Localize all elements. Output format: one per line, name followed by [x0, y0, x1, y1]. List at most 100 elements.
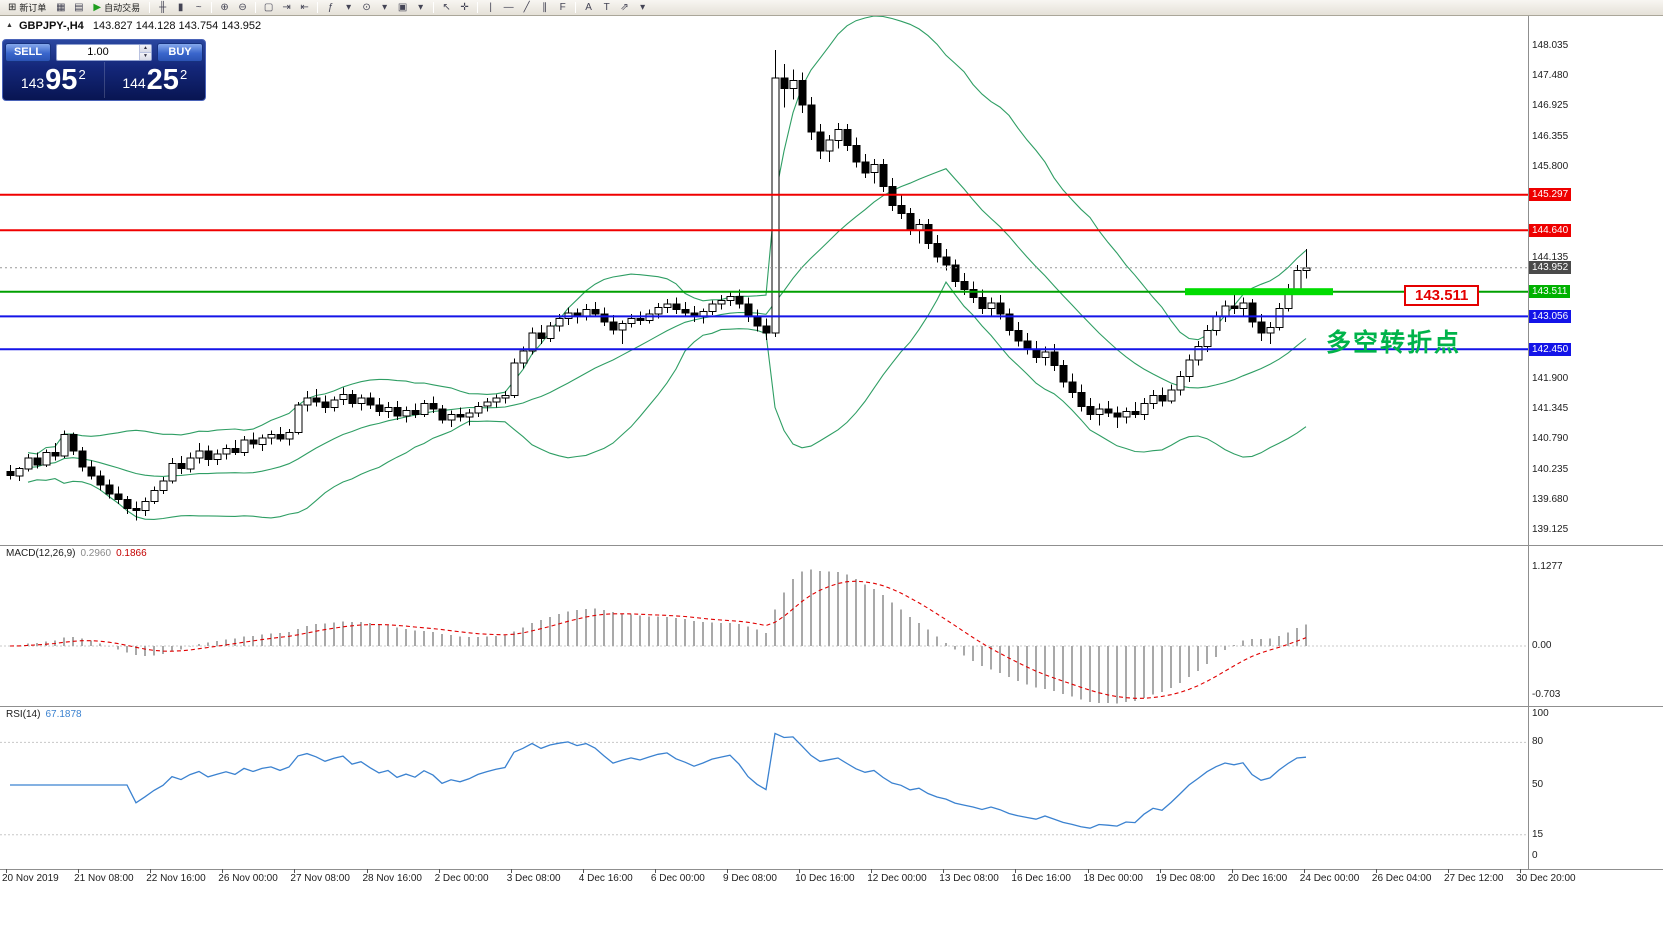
macd-panel[interactable] — [0, 546, 1663, 706]
data-window-icon[interactable]: ▤ — [70, 1, 87, 15]
horizontal-line-icon[interactable]: — — [500, 1, 517, 15]
label-icon[interactable]: T — [598, 1, 615, 15]
chart-collapse-icon[interactable]: ▲ — [6, 22, 13, 29]
macd-name: MACD(12,26,9) — [6, 548, 76, 559]
time-axis-label: 6 Dec 00:00 — [650, 873, 705, 884]
vertical-line-icon[interactable]: | — [482, 1, 499, 15]
tile-windows-icon: ▢ — [263, 1, 274, 13]
macd-signal-line — [9, 580, 1307, 699]
bar-chart-icon[interactable]: ╫ — [154, 1, 171, 15]
toolbar-separator — [255, 2, 257, 13]
time-axis-label: 19 Dec 08:00 — [1155, 873, 1216, 884]
time-axis-label: 26 Nov 00:00 — [218, 873, 278, 884]
line-chart-icon[interactable]: ~ — [190, 1, 207, 15]
periods-icon[interactable]: ⊙ — [358, 1, 375, 15]
rsi-panel[interactable] — [0, 707, 1663, 869]
bull-bear-turning-point-note[interactable]: 多空转折点 — [1326, 329, 1462, 357]
trendline-icon[interactable]: ╱ — [518, 1, 535, 15]
price-axis-label: 147.480 — [1532, 70, 1569, 82]
time-axis-tick — [582, 869, 584, 873]
panel-separator[interactable] — [0, 545, 1663, 546]
market-watch-icon: ▦ — [56, 1, 66, 13]
rsi-label: RSI(14) 67.1878 — [6, 709, 82, 720]
indicators-icon[interactable]: ƒ — [322, 1, 339, 15]
bar-chart-icon: ╫ — [159, 1, 167, 13]
candlestick-chart-icon[interactable]: ▮ — [172, 1, 189, 15]
price-axis-label: 144.135 — [1532, 251, 1569, 263]
volume-up-button[interactable]: ▲ — [140, 44, 151, 53]
rsi-axis-label: 0 — [1532, 850, 1538, 861]
buy-button[interactable]: BUY — [157, 42, 203, 62]
fibonacci-icon[interactable]: F — [554, 1, 571, 15]
price-axis-badge: 142.450 — [1529, 342, 1572, 356]
price-level-callout[interactable]: 143.511 — [1404, 285, 1480, 306]
time-axis-label: 20 Dec 16:00 — [1227, 873, 1288, 884]
rsi-axis-label: 100 — [1532, 708, 1549, 719]
time-axis-label: 2 Dec 00:00 — [434, 873, 489, 884]
market-watch-icon[interactable]: ▦ — [52, 1, 69, 15]
periods-dropdown-icon[interactable]: ▾ — [376, 1, 393, 15]
time-axis-tick — [78, 869, 80, 873]
price-axis-label: 141.345 — [1532, 403, 1569, 415]
rsi-value: 67.1878 — [45, 709, 82, 720]
vertical-line-icon: | — [489, 1, 492, 13]
price-axis-badge: 144.640 — [1529, 223, 1572, 237]
volume-value[interactable]: 1.00 — [87, 46, 109, 58]
time-axis-label: 18 Dec 00:00 — [1083, 873, 1144, 884]
tile-windows-icon[interactable]: ▢ — [260, 1, 277, 15]
arrows-dropdown-icon[interactable]: ▾ — [634, 1, 651, 15]
toolbar-separator — [317, 2, 319, 13]
toolbar-separator — [149, 2, 151, 13]
cursor-icon[interactable]: ↖ — [438, 1, 455, 15]
ohlc-high: 144.128 — [135, 20, 176, 32]
panel-separator[interactable] — [0, 706, 1663, 707]
volume-down-button[interactable]: ▼ — [140, 52, 151, 60]
templates-dropdown-icon[interactable]: ▾ — [412, 1, 429, 15]
macd-label: MACD(12,26,9) 0.2960 0.1866 — [6, 548, 147, 559]
autotrading-button[interactable]: ▶ 自动交易 — [88, 1, 145, 15]
time-axis-tick — [438, 869, 440, 873]
time-axis-tick — [1159, 869, 1161, 873]
trendline-icon: ╱ — [523, 1, 530, 13]
channel-icon[interactable]: ∥ — [536, 1, 553, 15]
volume-field[interactable]: 1.00 ▲ ▼ — [56, 43, 152, 61]
price-axis-label: 141.900 — [1532, 373, 1569, 385]
new-order-button[interactable]: ⊞ 新订单 — [3, 1, 51, 15]
rsi-axis-label: 80 — [1532, 736, 1544, 748]
arrow-tools-icon[interactable]: ⇗ — [616, 1, 633, 15]
macd-histogram — [18, 569, 1307, 704]
time-axis-tick — [654, 869, 656, 873]
text-icon[interactable]: A — [580, 1, 597, 15]
indicators-dropdown-icon[interactable]: ▾ — [340, 1, 357, 15]
price-axis-badge: 143.952 — [1529, 261, 1572, 275]
zoom-in-icon[interactable]: ⊕ — [216, 1, 233, 15]
ask-pips: 25 — [146, 64, 179, 97]
auto-scroll-icon[interactable]: ⇥ — [278, 1, 295, 15]
templates-icon[interactable]: ▣ — [394, 1, 411, 15]
ask-price: 144 25 2 — [103, 62, 206, 98]
time-axis-label: 24 Dec 00:00 — [1299, 873, 1360, 884]
chart-shift-icon[interactable]: ⇤ — [296, 1, 313, 15]
text-icon: A — [585, 1, 592, 13]
main-chart[interactable] — [0, 16, 1663, 545]
panel-separator[interactable] — [0, 869, 1663, 870]
sell-button[interactable]: SELL — [5, 42, 51, 62]
autotrading-label: 自动交易 — [104, 3, 141, 13]
bid-price: 143 95 2 — [3, 62, 104, 98]
highlight-segment[interactable] — [1185, 288, 1333, 296]
ask-integer: 144 — [122, 75, 146, 91]
zoom-out-icon: ⊖ — [238, 1, 247, 13]
macd-axis-label: -0.703 — [1532, 689, 1561, 701]
price-axis-label: 140.790 — [1532, 433, 1569, 445]
time-axis-tick — [799, 869, 801, 873]
toolbar-separator — [433, 2, 435, 13]
rsi-line — [10, 732, 1307, 829]
crosshair-icon[interactable]: ✛ — [456, 1, 473, 15]
price-axis-badge: 143.511 — [1529, 285, 1571, 299]
zoom-out-icon[interactable]: ⊖ — [234, 1, 251, 15]
macd-signal-value: 0.1866 — [116, 548, 147, 559]
bollinger-middle-band — [27, 168, 1307, 477]
price-axis-separator[interactable] — [1528, 16, 1529, 869]
zoom-in-icon: ⊕ — [220, 1, 229, 13]
